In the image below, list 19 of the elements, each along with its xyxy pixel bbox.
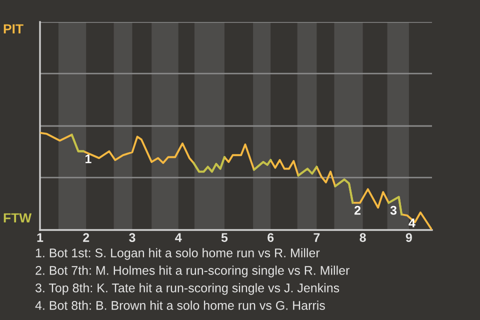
annotation: 4	[408, 218, 416, 228]
annotation: 2	[354, 206, 361, 215]
x-tick-label: 4	[175, 233, 182, 242]
x-tick-label: 8	[360, 233, 366, 242]
x-tick-label: 1	[37, 233, 44, 242]
x-tick-label: 6	[268, 233, 274, 242]
x-tick-label: 3	[129, 233, 136, 242]
text: 2. Bot 7th: M. Holmes hit a run-scoring single vs R. Miller	[36, 266, 350, 278]
text: 4. Bot 8th: B. Brown hit a solo home run vs G. Harris	[35, 300, 325, 310]
annotation: 3	[390, 206, 397, 215]
x-tick-label: 7	[314, 233, 320, 242]
text: 1. Bot 1st: S. Logan hit a solo home run vs R. Miller	[36, 248, 320, 260]
text: FTW	[4, 213, 32, 222]
text: 3. Top 8th: K. Tate hit a run-scoring single vs J. Jenkins	[35, 283, 340, 295]
text: PIT	[4, 24, 24, 34]
x-tick-label: 9	[406, 233, 412, 242]
annotation: 1	[86, 154, 92, 164]
x-tick-label: 5	[221, 233, 228, 242]
x-tick-label: 2	[83, 233, 90, 242]
